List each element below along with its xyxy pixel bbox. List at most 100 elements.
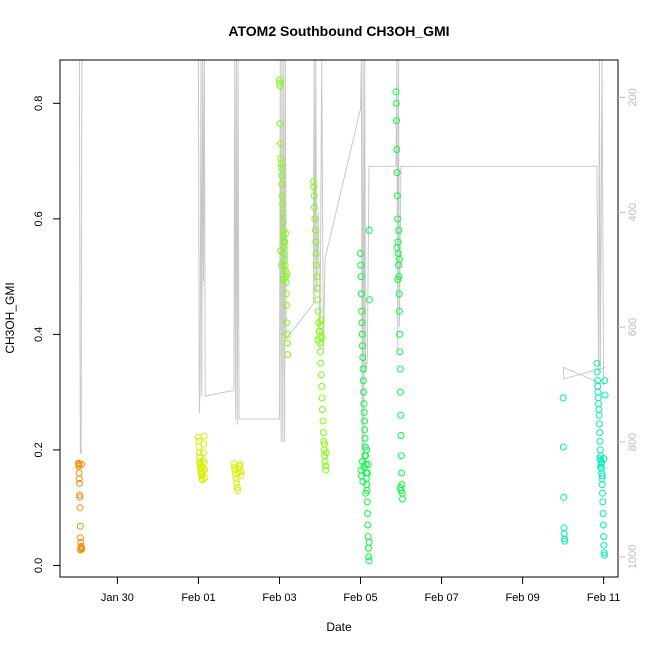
data-point	[359, 365, 367, 373]
data-point	[599, 498, 607, 506]
y-tick-label: 0.8	[33, 96, 45, 111]
data-point	[362, 489, 370, 497]
data-point	[359, 478, 367, 486]
data-point	[75, 475, 83, 483]
data-point	[394, 215, 402, 223]
data-point	[364, 510, 372, 517]
data-point	[234, 486, 242, 494]
chart-title: ATOM2 Southbound CH3OH_GMI	[228, 23, 449, 39]
right-pressure-axis: 200 400 600 800 1000	[618, 88, 639, 569]
data-point	[319, 406, 326, 413]
data-point	[393, 169, 401, 177]
data-point	[392, 99, 400, 107]
data-point	[196, 458, 204, 465]
data-point	[277, 140, 285, 148]
data-point	[283, 270, 291, 278]
data-point	[314, 307, 322, 315]
data-point	[397, 486, 405, 494]
data-point	[395, 273, 403, 281]
data-point	[312, 250, 320, 257]
data-point	[314, 284, 321, 292]
data-point	[357, 290, 365, 298]
data-point	[363, 446, 371, 454]
data-point	[75, 469, 83, 477]
data-point	[366, 296, 373, 304]
x-axis: Jan 30 Feb 01 Feb 03 Feb 05 Feb 07 Feb 09 Feb …	[101, 577, 620, 604]
data-point	[398, 469, 406, 477]
data-point	[395, 226, 403, 234]
data-point	[310, 192, 318, 200]
x-tick-label: Feb 05	[343, 592, 377, 604]
y-tick-label: 0.0	[33, 558, 45, 573]
data-point	[200, 432, 208, 440]
y2-tick-label: 200	[627, 88, 639, 106]
x-tick-label: Feb 03	[262, 592, 296, 604]
data-point	[236, 460, 244, 468]
data-point	[311, 226, 319, 234]
data-point	[365, 557, 373, 565]
data-point	[359, 377, 367, 385]
pressure-trace-line	[78, 59, 606, 477]
data-point	[357, 261, 365, 269]
series-4	[357, 88, 406, 565]
data-point	[282, 290, 290, 298]
data-point	[365, 538, 373, 546]
data-point	[359, 342, 366, 350]
data-point	[595, 406, 603, 413]
data-point	[311, 215, 319, 223]
data-point	[278, 172, 286, 179]
data-point	[600, 455, 608, 463]
data-point	[75, 460, 83, 468]
data-point	[364, 521, 372, 529]
data-point	[282, 229, 290, 237]
series-1	[75, 459, 86, 554]
data-point	[76, 504, 84, 512]
data-point	[363, 498, 371, 506]
data-point	[283, 319, 291, 327]
data-point	[396, 330, 404, 338]
data-point	[76, 546, 84, 554]
data-point	[601, 377, 609, 385]
data-point	[361, 417, 368, 425]
data-point	[396, 484, 404, 491]
data-point	[233, 484, 241, 491]
data-point	[76, 493, 84, 501]
data-point	[561, 535, 568, 543]
x-tick-label: Feb 11	[587, 592, 620, 604]
data-point	[360, 388, 368, 396]
data-point	[595, 400, 603, 408]
data-point	[320, 437, 328, 445]
data-point	[560, 493, 568, 501]
x-tick-label: Feb 09	[505, 592, 539, 604]
data-point	[310, 183, 318, 191]
data-point	[358, 307, 366, 315]
pressure-trace-layer	[78, 59, 606, 477]
data-point	[321, 458, 329, 465]
data-point	[559, 443, 567, 451]
data-point	[394, 276, 402, 283]
data-point	[200, 440, 208, 448]
data-point	[318, 382, 326, 390]
data-point	[594, 388, 602, 396]
data-point	[278, 192, 286, 200]
data-point	[599, 489, 606, 497]
data-point	[284, 351, 292, 359]
data-point	[281, 238, 289, 246]
data-point	[357, 273, 365, 281]
data-point	[316, 348, 324, 356]
y-tick-label: 0.6	[33, 211, 45, 226]
x-axis-label: Date	[326, 620, 352, 634]
data-point	[393, 146, 401, 153]
data-point	[200, 449, 207, 457]
data-point	[311, 203, 318, 211]
data-point	[317, 359, 325, 367]
plot-frame	[59, 59, 619, 578]
data-point	[598, 472, 606, 480]
data-point	[599, 521, 607, 529]
data-point	[598, 459, 605, 467]
data-point	[597, 463, 605, 471]
data-point	[397, 432, 405, 439]
data-point	[600, 549, 608, 557]
data-point	[277, 160, 285, 168]
